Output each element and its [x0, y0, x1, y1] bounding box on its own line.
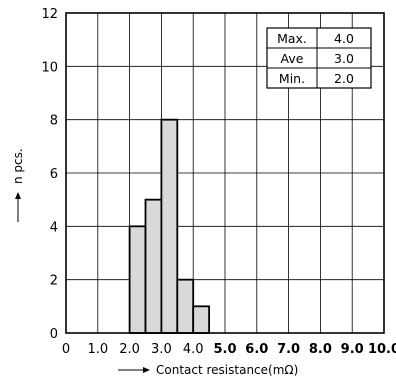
x-axis-ticks: 0 1.0 2.0 3.0 4.0 5.0 6.0 7.0 8.0 9.0 10.0 [62, 342, 396, 357]
stats-table: Max. 4.0 Ave 3.0 Min. 2.0 [267, 28, 371, 88]
y-axis-arrow-head [15, 192, 21, 199]
x-tick-label: 2.0 [119, 342, 140, 357]
y-tick-label: 2 [50, 274, 58, 289]
histogram-bar [177, 280, 193, 333]
stats-label: Max. [277, 31, 307, 46]
histogram-bar [146, 200, 162, 333]
histogram-bar [130, 226, 146, 333]
histogram-bar [161, 120, 177, 333]
histogram-bar [193, 306, 209, 333]
y-axis-ticks: 0 2 4 6 8 10 12 [41, 7, 58, 342]
x-tick-label: 10.0 [368, 342, 396, 357]
stats-label: Min. [279, 71, 305, 86]
y-tick-label: 4 [50, 220, 58, 235]
stats-value: 2.0 [334, 71, 354, 86]
y-axis-label: n pcs. [11, 148, 25, 184]
x-tick-label: 6.0 [245, 342, 268, 357]
x-axis-title: Contact resistance(mΩ) [118, 363, 298, 377]
y-tick-label: 6 [50, 167, 58, 182]
y-tick-label: 10 [41, 60, 58, 75]
x-tick-label: 4.0 [183, 342, 204, 357]
x-tick-label: 8.0 [309, 342, 332, 357]
x-axis-arrow-head [143, 367, 150, 373]
y-tick-label: 8 [50, 114, 58, 129]
x-tick-label: 0 [62, 342, 70, 357]
x-axis-label: Contact resistance(mΩ) [156, 363, 298, 377]
stats-value: 3.0 [334, 51, 354, 66]
y-tick-label: 0 [50, 327, 58, 342]
x-tick-label: 3.0 [151, 342, 172, 357]
y-tick-label: 12 [41, 7, 58, 22]
x-tick-label: 1.0 [87, 342, 108, 357]
x-tick-label: 5.0 [213, 342, 236, 357]
y-axis-title: n pcs. [11, 148, 25, 222]
stats-label: Ave [281, 51, 304, 66]
stats-value: 4.0 [334, 31, 354, 46]
x-tick-label: 9.0 [341, 342, 364, 357]
x-tick-label: 7.0 [277, 342, 300, 357]
